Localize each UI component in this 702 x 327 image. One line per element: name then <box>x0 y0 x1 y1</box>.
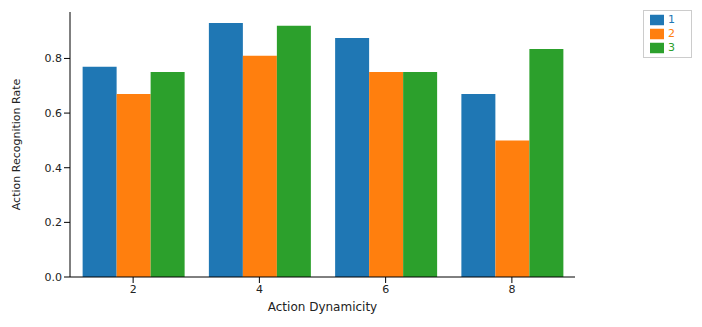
svg-text:0.4: 0.4 <box>45 162 63 175</box>
html-text:2: 2 <box>668 27 675 40</box>
svg-text:0.2: 0.2 <box>45 216 63 229</box>
svg-text:0.0: 0.0 <box>45 271 63 284</box>
svg-text:6: 6 <box>382 283 389 296</box>
svg-text:Action Dynamicity: Action Dynamicity <box>268 300 377 314</box>
svg-text:0.8: 0.8 <box>45 52 63 65</box>
svg-text:2: 2 <box>130 283 137 296</box>
svg-text:0.6: 0.6 <box>45 107 63 120</box>
svg-text:8: 8 <box>508 283 515 296</box>
html-text:3: 3 <box>668 41 675 54</box>
html-text:1: 1 <box>668 13 675 26</box>
svg-text:4: 4 <box>256 283 263 296</box>
svg-text:Action Recognition Rate: Action Recognition Rate <box>10 79 23 211</box>
